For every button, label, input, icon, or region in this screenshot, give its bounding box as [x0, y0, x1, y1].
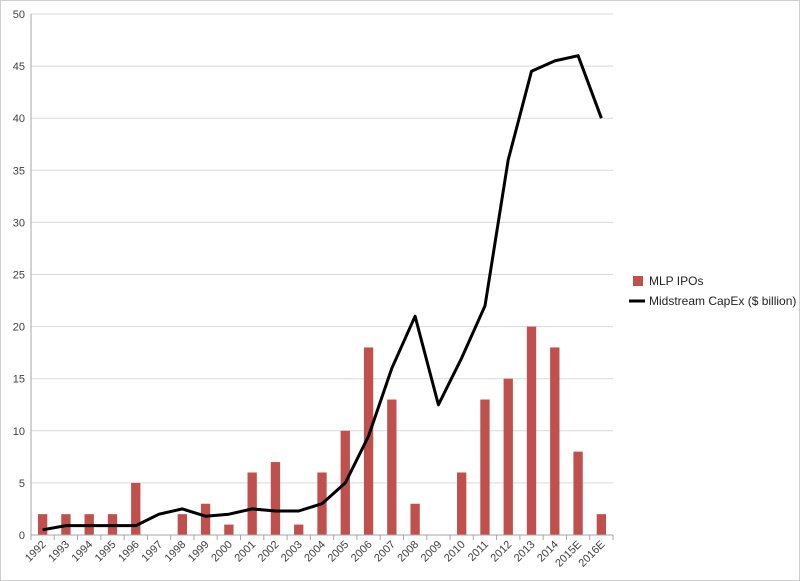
x-tick-label: 2016E [577, 539, 608, 570]
y-tick-label: 30 [13, 217, 25, 229]
y-tick-label: 10 [13, 426, 25, 438]
bar-mlp-ipos-2013 [526, 326, 537, 535]
x-tick-label: 2013 [512, 539, 538, 565]
bar-mlp-ipos-2001 [247, 472, 257, 535]
axes [30, 14, 614, 540]
bar-mlp-ipos-2014 [550, 347, 560, 535]
y-tick-label: 25 [13, 270, 25, 282]
x-tick-label: 1996 [116, 539, 142, 565]
gridlines [31, 13, 613, 484]
bar-mlp-ipos-2003 [294, 524, 304, 535]
x-tick-label: 2012 [489, 539, 515, 565]
line-midstream-capex [42, 54, 603, 532]
y-tick-label: 45 [13, 61, 25, 73]
x-tick-label: 2011 [466, 539, 491, 564]
bar-mlp-ipos-2011 [480, 399, 490, 535]
x-tick-label: 2010 [442, 539, 468, 565]
bar-mlp-ipos-2010 [457, 472, 467, 535]
x-tick-label: 2004 [302, 539, 328, 565]
bar-mlp-ipos-2008 [410, 503, 420, 535]
bar-mlp-ipos-1992 [37, 514, 48, 535]
x-tick-label: 2001 [232, 539, 258, 565]
legend-swatch-mlp-ipos [633, 276, 643, 286]
x-tick-label: 2005 [326, 539, 352, 565]
x-tick-label: 2007 [372, 539, 398, 565]
x-tick-label: 1994 [70, 539, 96, 565]
x-tick-label: 1992 [23, 539, 49, 565]
bar-mlp-ipos-2002 [270, 462, 281, 535]
line-series-midstream-capex [42, 54, 603, 532]
x-tick-label: 2008 [395, 539, 421, 565]
x-tick-label: 2000 [209, 539, 235, 565]
x-tick-label: 1995 [93, 539, 119, 565]
bar-mlp-ipos-1998 [177, 514, 187, 535]
y-tick-label: 15 [13, 374, 25, 386]
bar-mlp-ipos-2016E [596, 514, 607, 535]
x-tick-label: 1997 [139, 539, 165, 565]
y-tick-label: 35 [13, 165, 25, 177]
y-axis-ticks: 0 5 10 15 20 25 30 35 40 45 50 [13, 9, 25, 542]
bar-mlp-ipos-2015E [573, 451, 583, 535]
y-tick-label: 50 [13, 9, 25, 21]
x-tick-label: 2006 [349, 539, 375, 565]
y-tick-label: 5 [19, 478, 25, 490]
legend: MLP IPOs Midstream CapEx ($ billion) [629, 274, 796, 308]
x-tick-label: 1998 [163, 539, 189, 565]
x-tick-label: 2002 [256, 539, 282, 565]
y-tick-label: 0 [19, 530, 25, 542]
bar-mlp-ipos-2007 [387, 399, 397, 535]
legend-label-midstream-capex: Midstream CapEx ($ billion) [649, 294, 796, 308]
x-tick-label: 2009 [419, 539, 445, 565]
legend-label-mlp-ipos: MLP IPOs [649, 274, 703, 288]
bar-mlp-ipos-1996 [131, 482, 141, 535]
y-tick-label: 20 [13, 322, 25, 334]
bar-mlp-ipos-2006 [363, 347, 374, 535]
bar-mlp-ipos-1999 [200, 503, 211, 535]
x-tick-label: 1999 [186, 539, 212, 565]
y-tick-label: 40 [13, 113, 25, 125]
bar-mlp-ipos-2000 [224, 524, 234, 535]
x-axis-ticks: 1992199319941995199619971998199920002001… [23, 539, 608, 570]
x-tick-label: 2003 [279, 539, 305, 565]
x-tick-label: 1993 [46, 539, 72, 565]
bar-mlp-ipos-2012 [503, 378, 513, 535]
